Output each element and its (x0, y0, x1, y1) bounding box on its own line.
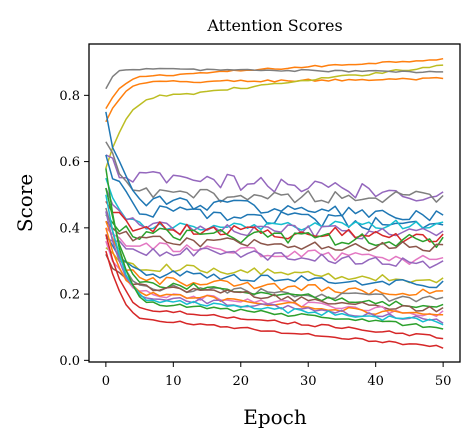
x-tick-label: 40 (367, 374, 384, 389)
series-line-4 (105, 67, 444, 90)
series-line-14 (105, 227, 444, 266)
y-tick-label: 0.8 (59, 89, 80, 104)
x-tick-label: 0 (102, 374, 110, 389)
series-line-28 (105, 250, 444, 349)
y-tick-label: 0.0 (59, 354, 80, 369)
series-line-1 (105, 57, 444, 109)
y-axis-label: Score (13, 174, 37, 232)
series-line-16 (105, 247, 444, 284)
series-line-26 (105, 168, 444, 330)
series-line-13 (105, 220, 444, 252)
series-line-27 (105, 234, 444, 340)
series-line-18 (105, 220, 444, 296)
series-line-15 (105, 237, 444, 269)
series-line-21 (105, 254, 444, 313)
x-tick-label: 20 (232, 374, 249, 389)
y-tick-label: 0.6 (59, 155, 80, 170)
series-line-17 (105, 234, 444, 289)
series-line-25 (105, 194, 444, 326)
x-tick-label: 30 (300, 374, 317, 389)
x-axis: 0 10 20 30 40 50 (102, 362, 452, 389)
series-line-11 (105, 200, 444, 243)
series-line-6 (105, 141, 444, 204)
y-tick-label: 0.2 (59, 288, 80, 303)
series-line-7 (105, 111, 444, 222)
x-axis-label: Epoch (243, 405, 307, 429)
y-axis: 0.0 0.2 0.4 0.6 0.8 (59, 89, 89, 369)
series-line-12 (105, 214, 444, 249)
series-line-20 (105, 187, 444, 309)
series-line-24 (105, 211, 444, 324)
series-line-2 (105, 76, 444, 123)
plot-area (105, 57, 444, 349)
chart-title: Attention Scores (206, 16, 342, 35)
plot-frame (88, 43, 461, 363)
x-tick-label: 10 (165, 374, 182, 389)
series-line-3 (105, 64, 444, 169)
y-tick-label: 0.4 (59, 221, 80, 236)
series-line-10 (105, 187, 444, 240)
x-tick-label: 50 (435, 374, 452, 389)
